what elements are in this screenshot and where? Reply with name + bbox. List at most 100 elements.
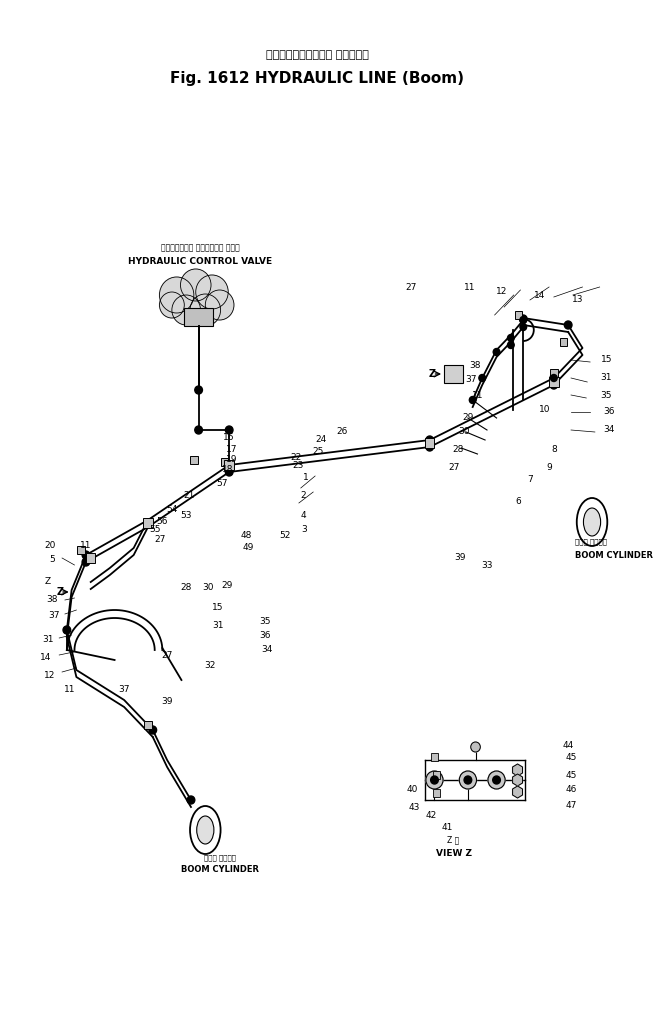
Text: 16: 16 (223, 434, 235, 443)
Circle shape (507, 342, 514, 349)
Text: 30: 30 (458, 428, 470, 437)
Text: 37: 37 (48, 611, 60, 620)
Text: Z: Z (44, 578, 51, 586)
Text: 31: 31 (42, 635, 54, 644)
Bar (432, 789, 440, 797)
Text: ハイドロリックライン （ブーム）: ハイドロリックライン （ブーム） (266, 50, 369, 60)
Circle shape (431, 776, 438, 784)
Text: 53: 53 (181, 510, 192, 520)
Text: 55: 55 (149, 526, 161, 534)
Text: 11: 11 (464, 282, 475, 292)
Ellipse shape (584, 508, 601, 536)
Text: VIEW Z: VIEW Z (436, 848, 471, 857)
Circle shape (564, 321, 572, 329)
Text: 20: 20 (44, 540, 55, 549)
Text: 34: 34 (604, 426, 615, 435)
Text: 43: 43 (409, 803, 420, 812)
Text: 36: 36 (604, 407, 615, 416)
Text: 5: 5 (50, 555, 55, 565)
Text: 13: 13 (572, 296, 584, 305)
Bar (77, 546, 85, 554)
Circle shape (520, 323, 527, 330)
Text: 25: 25 (312, 447, 323, 456)
Circle shape (159, 277, 194, 313)
Circle shape (464, 776, 471, 784)
Circle shape (82, 558, 90, 566)
Text: 27: 27 (405, 282, 416, 292)
Text: BOOM CYLINDER: BOOM CYLINDER (575, 550, 653, 560)
Bar (432, 771, 440, 779)
Text: HYDRAULIC CONTROL VALVE: HYDRAULIC CONTROL VALVE (128, 258, 273, 267)
Circle shape (519, 315, 527, 323)
Circle shape (488, 771, 505, 789)
Text: 37: 37 (118, 685, 130, 695)
Text: Z 視: Z 視 (448, 836, 459, 845)
Text: 39: 39 (455, 553, 466, 563)
Text: 31: 31 (212, 621, 224, 629)
Text: Fig. 1612 HYDRAULIC LINE (Boom): Fig. 1612 HYDRAULIC LINE (Boom) (170, 71, 464, 86)
Text: 31: 31 (601, 373, 612, 383)
Text: 34: 34 (262, 646, 273, 655)
Text: 17: 17 (226, 445, 238, 454)
Circle shape (550, 374, 557, 382)
Bar (560, 338, 567, 346)
Bar (444, 365, 463, 383)
Text: 36: 36 (260, 630, 271, 639)
Text: 40: 40 (407, 786, 418, 795)
Bar (425, 438, 434, 448)
Text: 54: 54 (166, 505, 177, 515)
Text: 27: 27 (448, 463, 459, 473)
Circle shape (196, 275, 228, 309)
Bar (86, 553, 96, 563)
Text: 37: 37 (465, 375, 477, 385)
Text: 39: 39 (161, 698, 173, 707)
Circle shape (459, 771, 477, 789)
Text: ブーム シリンダ: ブーム シリンダ (575, 539, 607, 545)
Text: 24: 24 (315, 436, 327, 445)
Circle shape (190, 294, 220, 326)
Text: 35: 35 (601, 391, 612, 400)
Circle shape (195, 386, 203, 394)
Circle shape (195, 426, 203, 434)
Ellipse shape (197, 816, 214, 844)
Text: 57: 57 (216, 480, 227, 489)
Text: 12: 12 (495, 287, 507, 297)
Circle shape (493, 776, 501, 784)
Bar (190, 456, 198, 464)
Circle shape (225, 468, 233, 476)
Circle shape (426, 771, 443, 789)
Circle shape (469, 397, 476, 403)
Text: 46: 46 (565, 786, 577, 795)
Text: 29: 29 (462, 413, 473, 422)
Circle shape (471, 742, 480, 752)
Text: 22: 22 (290, 453, 301, 462)
Circle shape (225, 461, 233, 469)
Text: 18: 18 (222, 465, 233, 475)
Text: 3: 3 (301, 526, 307, 534)
Text: 6: 6 (516, 497, 521, 506)
Text: 32: 32 (205, 661, 216, 669)
Text: Z: Z (429, 369, 436, 379)
Text: 29: 29 (222, 580, 233, 589)
Text: 45: 45 (565, 754, 577, 762)
Text: 42: 42 (426, 810, 437, 819)
Text: 11: 11 (80, 540, 92, 549)
Text: 35: 35 (260, 618, 271, 626)
Text: 9: 9 (546, 463, 552, 473)
Text: 48: 48 (240, 531, 252, 539)
Circle shape (187, 796, 195, 804)
Bar (515, 311, 523, 319)
Text: 12: 12 (44, 670, 55, 679)
Bar (550, 369, 558, 377)
Circle shape (63, 626, 70, 634)
Circle shape (159, 292, 185, 318)
Text: 27: 27 (161, 651, 173, 660)
Text: 52: 52 (279, 531, 290, 539)
Bar (224, 460, 234, 470)
Text: 19: 19 (226, 455, 238, 464)
Text: 38: 38 (46, 595, 58, 605)
Text: 10: 10 (539, 405, 550, 414)
Text: 11: 11 (64, 685, 76, 695)
Circle shape (82, 551, 90, 559)
Circle shape (479, 374, 485, 382)
